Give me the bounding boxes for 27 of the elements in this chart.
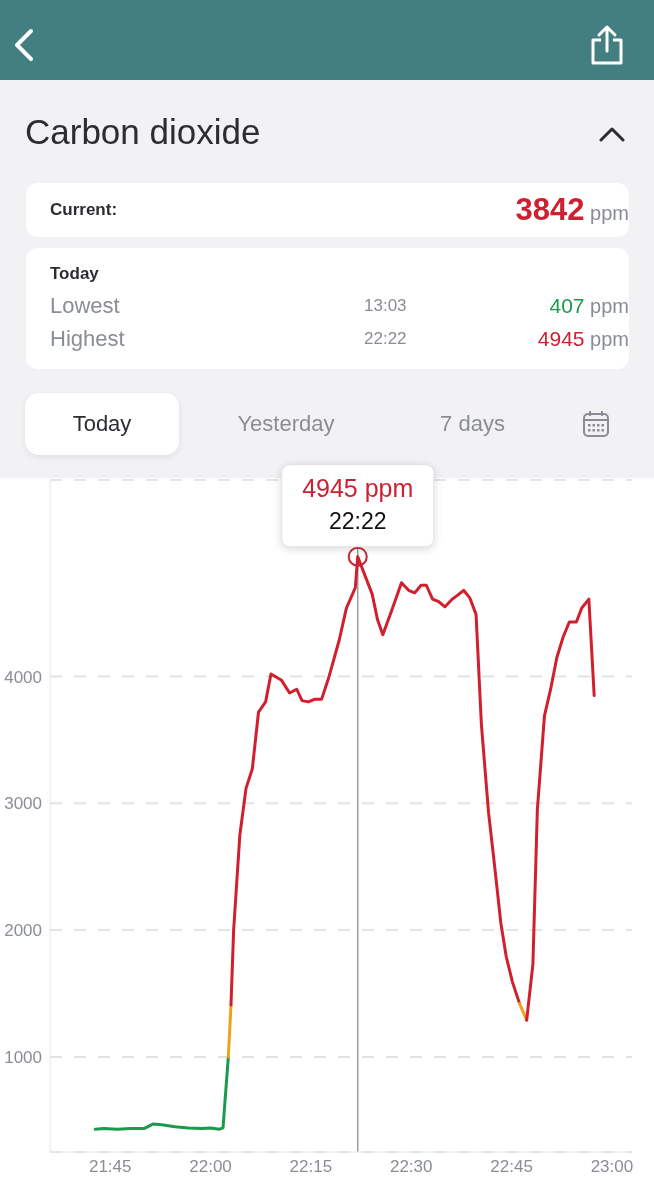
text: Today	[25, 393, 179, 455]
line-series	[93, 1055, 230, 1131]
text: 7 days	[439, 410, 506, 438]
x-tick-label: 21:45	[88, 1157, 132, 1177]
line-series	[525, 597, 596, 1022]
x-tick-label: 22:30	[389, 1157, 433, 1177]
y-tick-label: 2000	[4, 921, 42, 941]
text: Lowest	[50, 293, 121, 319]
text: 3842 ppm	[515, 192, 629, 227]
text: 4945 ppm	[537, 327, 629, 350]
text: Highest	[50, 326, 126, 352]
x-tick-label: 22:45	[490, 1157, 533, 1177]
annotation: 4945 ppm	[302, 473, 414, 502]
y-tick-label: 1000	[4, 1047, 42, 1067]
text: 22:22	[364, 329, 408, 349]
x-tick-label: 22:00	[189, 1157, 232, 1177]
annotation: 22:22	[328, 507, 387, 534]
text: Today	[50, 263, 100, 285]
text: Yesterday	[236, 410, 336, 438]
text: 13:03	[364, 296, 408, 316]
text: Current:	[50, 200, 119, 220]
x-tick-label: 23:00	[590, 1157, 634, 1177]
chart-title: Carbon dioxide	[25, 112, 261, 152]
text: 407 ppm	[549, 294, 629, 317]
y-tick-label: 4000	[4, 667, 42, 687]
y-tick-label: 3000	[4, 794, 42, 814]
x-tick-label: 22:15	[289, 1157, 333, 1177]
